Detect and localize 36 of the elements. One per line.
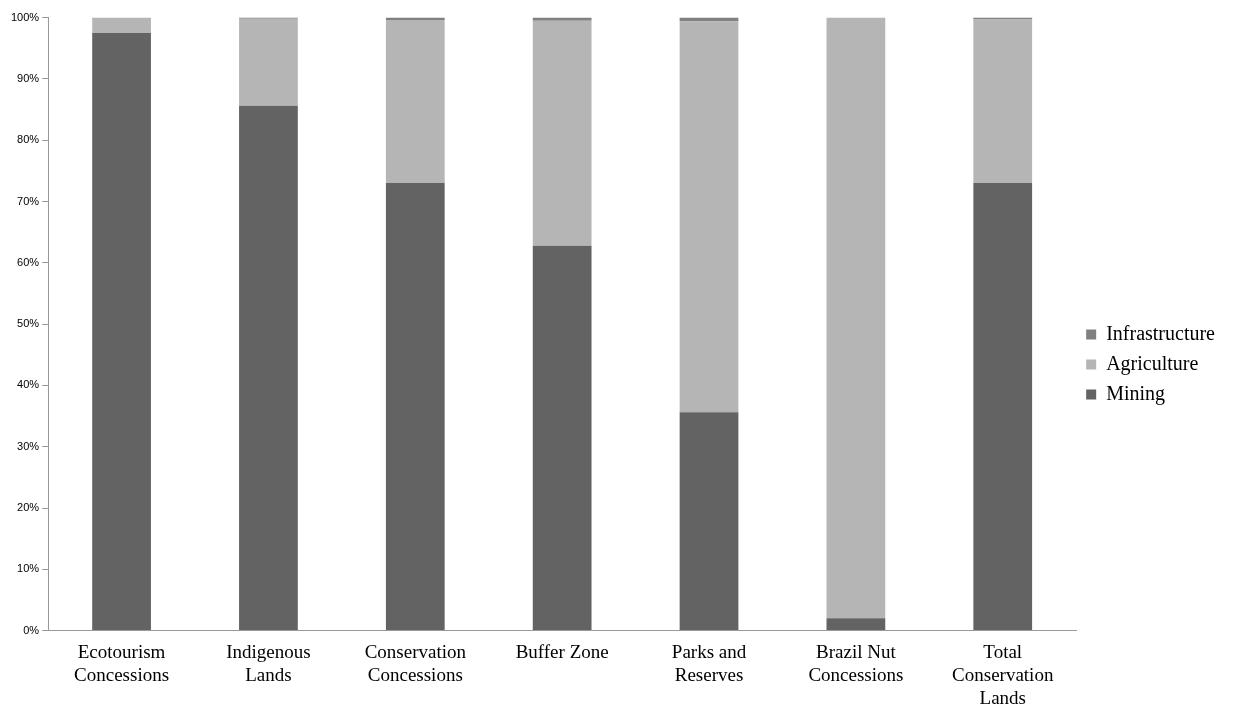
bar bbox=[973, 183, 1033, 631]
y-tick-label: 70% bbox=[17, 194, 40, 207]
x-tick-label: Indigenous Lands bbox=[226, 640, 311, 685]
y-tick-label: 80% bbox=[17, 133, 40, 146]
bar bbox=[532, 245, 592, 631]
y-tick-label: 50% bbox=[17, 317, 40, 330]
x-tick-label: Parks and Reserves bbox=[671, 640, 747, 685]
legend-label: Agriculture bbox=[1106, 351, 1199, 375]
y-tick-label: 90% bbox=[17, 71, 40, 84]
x-tick-label: Ecotourism Concessions bbox=[74, 640, 170, 685]
legend-label: Infrastructure bbox=[1106, 321, 1216, 344]
y-tick-label: 40% bbox=[17, 378, 40, 391]
x-tick-label: Conservation Concessions bbox=[364, 640, 467, 685]
bar bbox=[385, 20, 445, 184]
bar bbox=[826, 618, 886, 631]
y-tick-label: 60% bbox=[17, 255, 40, 268]
x-tick-label: Buffer Zone bbox=[515, 640, 609, 662]
bar bbox=[92, 32, 151, 631]
bar bbox=[239, 18, 298, 106]
bar bbox=[826, 17, 886, 619]
y-tick-label: 10% bbox=[17, 562, 40, 575]
x-tick-label: Brazil Nut Concessions bbox=[808, 640, 904, 685]
bar bbox=[92, 17, 151, 33]
bar bbox=[973, 19, 1033, 184]
bar bbox=[532, 17, 592, 21]
x-tick-label: Total Conservation Lands bbox=[952, 640, 1054, 708]
bar bbox=[679, 412, 739, 631]
y-tick-label: 20% bbox=[17, 501, 40, 514]
bar bbox=[239, 105, 298, 631]
y-tick-label: 0% bbox=[23, 623, 40, 636]
bar bbox=[532, 20, 592, 246]
bar bbox=[679, 21, 739, 413]
y-tick-label: 100% bbox=[10, 10, 40, 23]
legend-label: Mining bbox=[1106, 381, 1166, 405]
y-tick-label: 30% bbox=[17, 439, 40, 452]
bar bbox=[385, 183, 445, 631]
